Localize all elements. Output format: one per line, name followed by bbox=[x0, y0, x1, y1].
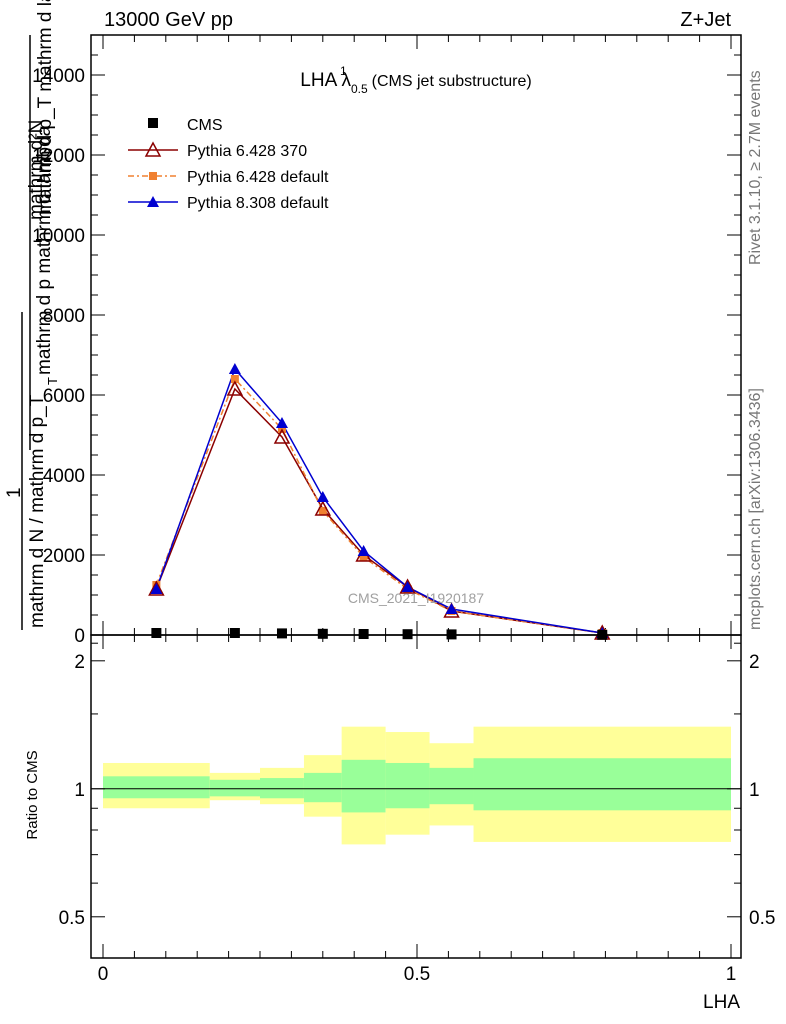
ylabel-subscript: T bbox=[45, 377, 60, 385]
point-pythia8_default bbox=[401, 581, 414, 592]
ylabel-denominator-lambda: mathrm d p_T mathrm d lambda bbox=[35, 0, 56, 215]
ratio-axes: 0.5 0.5 1 1 2 2 0 0.5 1 bbox=[59, 634, 775, 985]
point-pythia8_default bbox=[150, 583, 163, 594]
legend-label-pythia8-default: Pythia 8.308 default bbox=[187, 195, 329, 212]
x-tick-label: 0.5 bbox=[404, 964, 430, 985]
ratio-band-inner bbox=[303, 772, 342, 803]
legend: CMS Pythia 6.428 370 Pythia 6.428 defaul… bbox=[128, 117, 329, 212]
point-pythia6_370 bbox=[273, 428, 291, 444]
rivet-label: Rivet 3.1.10, ≥ 2.7M events bbox=[747, 70, 764, 265]
ylabel-prefix-num: 1 bbox=[4, 487, 25, 498]
y-tick-label: 0 bbox=[74, 626, 85, 647]
title-sub: 0.5 bbox=[351, 82, 368, 96]
ratio-band-inner bbox=[429, 767, 474, 805]
ratio-y-tick-label-right: 1 bbox=[749, 780, 760, 801]
legend-entry-cms: CMS bbox=[148, 117, 223, 134]
point-cms bbox=[317, 628, 328, 639]
legend-entry-pythia6-default: Pythia 6.428 default bbox=[128, 169, 329, 186]
main-panel: 0 2000 4000 6000 8000 10000 12000 14000 CMS_202… bbox=[4, 0, 742, 647]
svg-text:LHA λ0.5(CMS jet substructure): LHA λ0.5 (CMS jet substructure) bbox=[300, 70, 531, 96]
point-cms bbox=[229, 628, 240, 638]
y-tick-label: 2000 bbox=[43, 546, 85, 567]
ratio-band-inner bbox=[341, 759, 386, 813]
y-tick-label: 14000 bbox=[32, 66, 85, 87]
x-tick-label: 1 bbox=[726, 964, 737, 985]
y-tick-label: 6000 bbox=[43, 386, 85, 407]
energy-label: 13000 GeV pp bbox=[104, 9, 233, 31]
mcplots-label: mcplots.cern.ch [arXiv:1306.3436] bbox=[747, 388, 764, 630]
y-tick-label: 4000 bbox=[43, 466, 85, 487]
title-suffix: (CMS jet substructure) bbox=[372, 73, 532, 90]
point-cms bbox=[358, 629, 369, 639]
watermark: CMS_2021_I1920187 bbox=[348, 590, 484, 606]
point-pythia6_default bbox=[230, 375, 239, 383]
ylabel-prefix-den: mathrm d N / mathrm d p_T bbox=[27, 394, 48, 628]
ratio-band-inner bbox=[209, 779, 260, 797]
point-pythia6_default bbox=[318, 507, 327, 515]
point-pythia6_default bbox=[359, 553, 368, 561]
point-pythia6_370 bbox=[148, 580, 165, 596]
ratio-ylabel: Ratio to CMS bbox=[24, 750, 41, 839]
ratio-band-inner bbox=[260, 778, 304, 799]
ratio-y-tick-label: 0.5 bbox=[59, 908, 85, 929]
ylabel-denominator: mathrm d p mathrm d lambda bbox=[34, 125, 55, 375]
point-pythia6_370 bbox=[226, 380, 244, 396]
x-tick-label: 0 bbox=[98, 964, 109, 985]
point-cms bbox=[402, 629, 413, 640]
ratio-panel: 0.5 0.5 1 1 2 2 0 0.5 1 Ratio to CMS LHA bbox=[24, 634, 775, 1013]
point-pythia8_default bbox=[228, 363, 241, 374]
y-tick-label: 8000 bbox=[43, 306, 85, 327]
ratio-frame bbox=[90, 634, 742, 959]
process-label: Z+Jet bbox=[680, 9, 731, 31]
ratio-band-inner bbox=[473, 758, 731, 811]
main-ylabel: mathrm d²N mathrm d p mathrm d lambda T … bbox=[4, 0, 60, 630]
legend-entry-pythia6-370: Pythia 6.428 370 bbox=[128, 141, 307, 160]
ylabel-numerator: mathrm d²N bbox=[26, 120, 47, 220]
point-pythia8_default bbox=[445, 603, 458, 614]
main-title: LHA λ0.5 (CMS jet substructure) 1 bbox=[300, 64, 531, 96]
ratio-y-tick-label-right: 2 bbox=[749, 652, 760, 673]
series-line-pythia8_default bbox=[155, 367, 603, 634]
point-pythia8_default bbox=[357, 545, 370, 556]
ratio-y-tick-label-right: 0.5 bbox=[749, 908, 775, 929]
legend-label-pythia6-default: Pythia 6.428 default bbox=[187, 169, 329, 186]
xlabel: LHA bbox=[703, 992, 740, 1013]
ratio-y-tick-label: 1 bbox=[74, 780, 85, 801]
point-cms bbox=[151, 628, 162, 638]
y-tick-label: 12000 bbox=[32, 146, 85, 167]
legend-label-cms: CMS bbox=[187, 117, 223, 134]
point-pythia8_default bbox=[316, 491, 329, 502]
ratio-bands bbox=[91, 726, 741, 845]
ratio-band-inner bbox=[385, 762, 430, 809]
ratio-y-tick-label: 2 bbox=[74, 652, 85, 673]
legend-entry-pythia8-default: Pythia 8.308 default bbox=[128, 195, 329, 212]
title-main: LHA λ bbox=[300, 70, 351, 91]
point-pythia6_370 bbox=[314, 500, 332, 516]
point-pythia8_default bbox=[275, 417, 288, 428]
series-line-pythia6_default bbox=[155, 377, 603, 634]
legend-label-pythia6-370: Pythia 6.428 370 bbox=[187, 143, 307, 160]
title-sup: 1 bbox=[340, 64, 347, 78]
y-tick-label: 10000 bbox=[32, 226, 85, 247]
ratio-band-inner bbox=[103, 776, 210, 799]
point-cms bbox=[276, 628, 287, 639]
point-pythia6_370 bbox=[399, 578, 416, 594]
